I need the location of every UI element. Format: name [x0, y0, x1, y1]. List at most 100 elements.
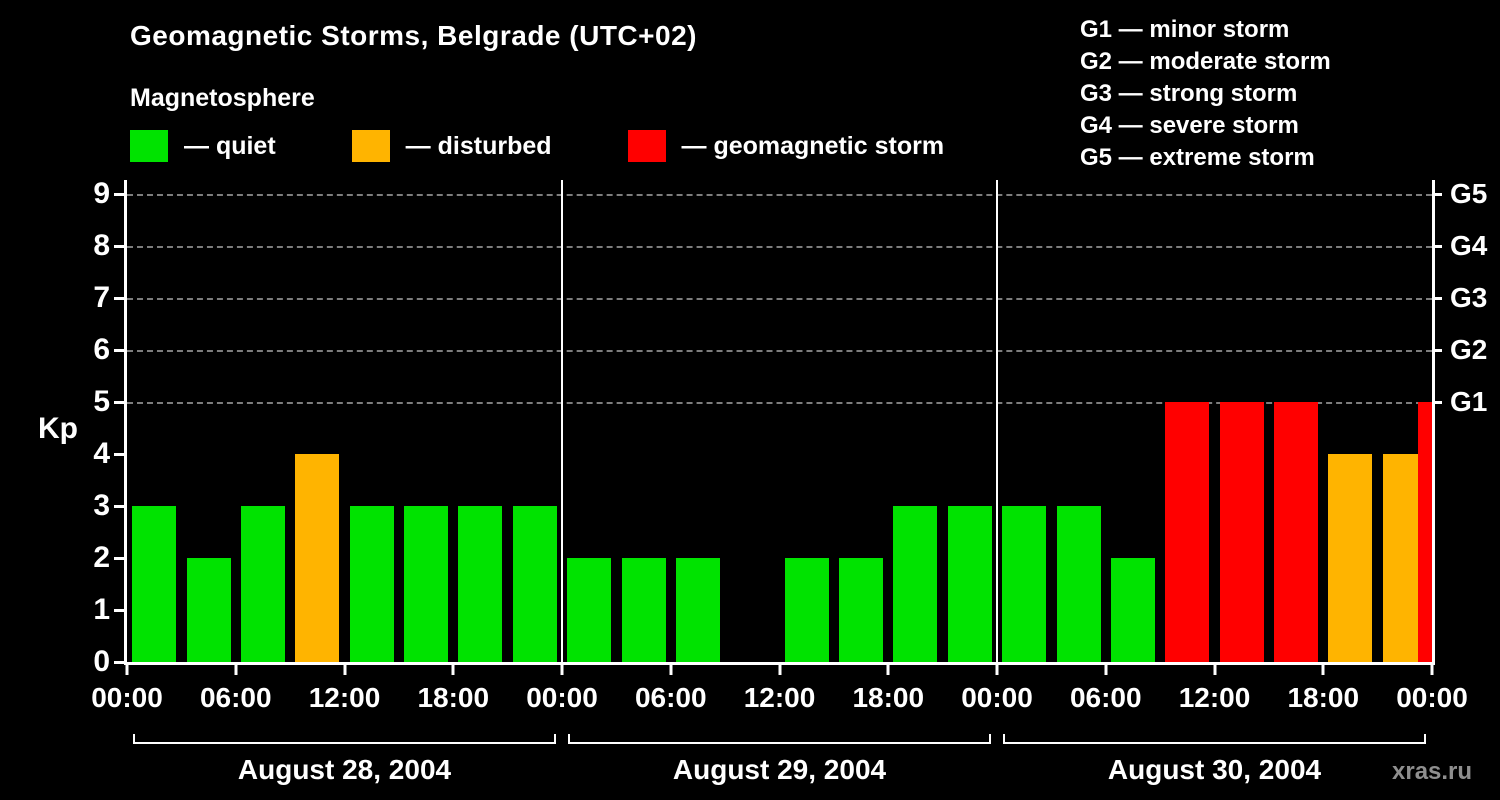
kp-bar	[1056, 506, 1101, 662]
kp-bar	[567, 558, 612, 662]
kp-bar	[893, 506, 938, 662]
kp-bar	[947, 506, 992, 662]
y-tick-label: 6	[93, 333, 110, 366]
chart-title: Geomagnetic Storms, Belgrade (UTC+02)	[130, 20, 697, 51]
gridline-kp9	[127, 194, 1432, 196]
day-bracket	[133, 742, 556, 744]
x-tick-mark	[995, 665, 999, 675]
legend-label-quiet: — quiet	[184, 131, 276, 160]
y-tick-mark	[114, 453, 124, 456]
kp-bar	[349, 506, 394, 662]
g-level-label: G2	[1450, 334, 1488, 365]
kp-bar	[839, 558, 884, 662]
legend-item-storm: — geomagnetic storm	[627, 130, 945, 162]
storm-scale-item-g2: G2 — moderate storm	[1080, 48, 1331, 75]
y-tick-label: 4	[93, 437, 110, 470]
kp-bar	[512, 506, 557, 662]
x-tick-label: 06:00	[1069, 682, 1142, 713]
kp-bar	[1002, 506, 1047, 662]
kp-bar	[1274, 402, 1319, 662]
y-tick-mark	[114, 401, 124, 404]
day-separator	[996, 180, 998, 662]
kp-category-legend: — quiet — disturbed — geomagnetic storm	[130, 130, 1020, 162]
x-tick-label: 12:00	[1178, 682, 1251, 713]
day-bracket-cap	[568, 734, 570, 744]
x-tick-mark	[560, 665, 564, 675]
gridline-kp8	[127, 246, 1432, 248]
x-tick-label: 18:00	[852, 682, 925, 713]
y-tick-label: 7	[93, 281, 110, 314]
y-tick-mark	[114, 609, 124, 612]
x-tick-label: 18:00	[417, 682, 490, 713]
g-level-label: G4	[1450, 230, 1488, 261]
storm-scale-item-g1: G1 — minor storm	[1080, 16, 1290, 43]
x-tick-mark	[1321, 665, 1325, 675]
right-tick-mark	[1432, 349, 1442, 352]
x-tick-label: 06:00	[634, 682, 707, 713]
kp-bar	[458, 506, 503, 662]
x-tick-mark	[234, 665, 238, 675]
y-tick-label: 2	[93, 541, 110, 574]
day-label: August 29, 2004	[672, 754, 887, 785]
kp-bar-partial	[1418, 402, 1432, 662]
kp-bar	[1110, 558, 1155, 662]
x-tick-mark	[886, 665, 890, 675]
y-tick-label: 1	[93, 593, 110, 626]
x-tick-label: 00:00	[1396, 682, 1468, 713]
y-tick-mark	[114, 505, 124, 508]
g-level-label: G5	[1450, 178, 1488, 209]
chart-subtitle: Magnetosphere	[130, 84, 315, 112]
day-bracket-cap	[1424, 734, 1426, 744]
g-level-label: G3	[1450, 282, 1488, 313]
kp-bar	[132, 506, 177, 662]
watermark: xras.ru	[1392, 758, 1473, 785]
y-tick-label: 5	[93, 385, 110, 418]
y-tick-label: 8	[93, 229, 110, 262]
x-tick-label: 12:00	[308, 682, 381, 713]
legend-label-disturbed: — disturbed	[405, 131, 552, 160]
storm-scale-item-g4: G4 — severe storm	[1080, 112, 1299, 139]
storm-swatch	[627, 130, 666, 162]
day-bracket-cap	[133, 734, 135, 744]
x-tick-mark	[669, 665, 673, 675]
day-bracket-cap	[989, 734, 991, 744]
x-tick-label: 00:00	[91, 682, 163, 713]
x-tick-mark	[1430, 665, 1434, 675]
plot-area	[124, 180, 1435, 665]
day-bracket-cap	[1003, 734, 1005, 744]
kp-bar	[404, 506, 449, 662]
right-tick-mark	[1432, 193, 1442, 196]
right-tick-mark	[1432, 401, 1442, 404]
g-level-label: G1	[1450, 386, 1488, 417]
y-tick-mark	[114, 557, 124, 560]
kp-bar	[186, 558, 231, 662]
x-tick-label: 06:00	[199, 682, 272, 713]
y-tick-mark	[114, 245, 124, 248]
x-tick-mark	[1104, 665, 1108, 675]
day-bracket	[1003, 742, 1426, 744]
legend-label-storm: — geomagnetic storm	[681, 131, 945, 160]
x-tick-label: 12:00	[743, 682, 816, 713]
right-tick-mark	[1432, 245, 1442, 248]
kp-bar	[240, 506, 285, 662]
kp-bar	[621, 558, 666, 662]
day-bracket	[568, 742, 991, 744]
gridline-kp5	[127, 402, 1432, 404]
day-separator	[561, 180, 563, 662]
x-tick-mark	[1213, 665, 1216, 675]
kp-bar	[1328, 454, 1373, 662]
kp-bar	[784, 558, 829, 662]
kp-bar	[1165, 402, 1210, 662]
kp-bar	[295, 454, 340, 662]
y-axis-label: Kp	[38, 412, 78, 445]
storm-scale-item-g5: G5 — extreme storm	[1080, 144, 1315, 171]
disturbed-swatch	[351, 130, 390, 162]
x-tick-mark	[778, 665, 781, 675]
gridline-kp6	[127, 350, 1432, 352]
storm-scale-item-g3: G3 — strong storm	[1080, 80, 1298, 107]
x-tick-label: 00:00	[961, 682, 1033, 713]
y-tick-mark	[114, 661, 124, 664]
y-tick-mark	[114, 349, 124, 352]
storm-scale-legend: G1 — minor storm G2 — moderate storm G3 — …	[1080, 14, 1331, 174]
